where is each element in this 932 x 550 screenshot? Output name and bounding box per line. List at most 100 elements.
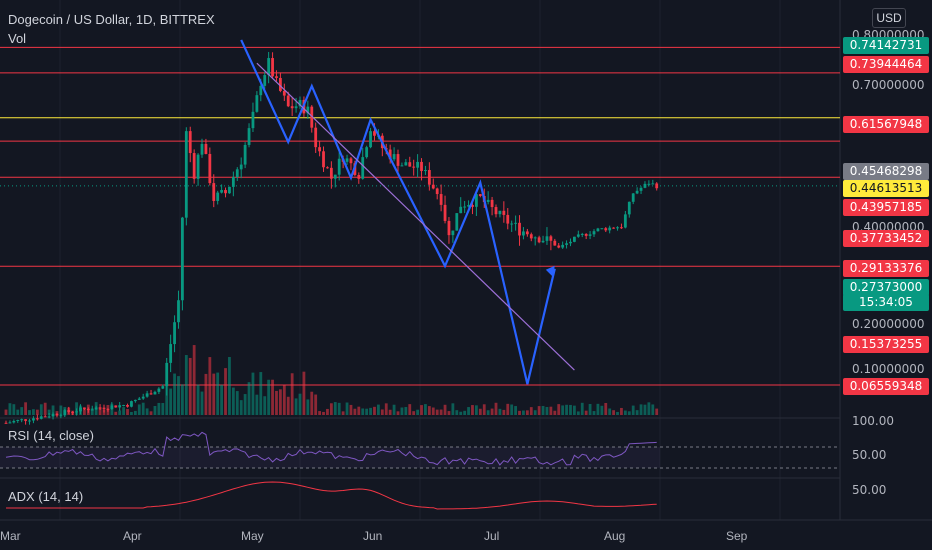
candle-body	[435, 188, 439, 195]
candle-body	[282, 90, 286, 96]
volume-bar	[396, 411, 400, 415]
volume-bar	[537, 406, 541, 415]
volume-bar	[16, 409, 20, 415]
volume-bar	[173, 373, 176, 415]
candle-body	[290, 106, 294, 109]
candle-body	[255, 95, 259, 112]
adx-label: ADX (14, 14)	[8, 489, 84, 504]
candle-body	[455, 213, 459, 231]
volume-bar	[506, 403, 510, 415]
candle-body	[463, 206, 467, 208]
volume-bar	[255, 394, 259, 415]
volume-bar	[604, 402, 608, 415]
volume-bar	[294, 398, 298, 415]
volume-bar	[153, 405, 157, 415]
volume-bar	[478, 408, 482, 415]
candle-body	[231, 176, 235, 187]
volume-bar	[184, 355, 188, 415]
candle-body	[557, 245, 561, 248]
price-tick: 0.10000000	[852, 362, 925, 376]
volume-bar	[24, 402, 27, 415]
candle-body	[216, 192, 220, 201]
candle-body	[114, 405, 118, 408]
volume-bar	[263, 396, 267, 415]
volume-bar	[39, 404, 43, 415]
volume-bar	[525, 410, 529, 415]
volume-bar	[494, 402, 498, 415]
volume-bar	[204, 373, 208, 415]
volume-bar	[514, 406, 517, 415]
price-label-yellow: 0.44613513	[843, 180, 929, 197]
candle-body	[459, 206, 463, 214]
x-tick: Mar	[0, 529, 21, 543]
volume-bar	[400, 407, 404, 415]
volume-bar	[639, 404, 643, 415]
candle-body	[357, 174, 361, 179]
candle-body	[612, 227, 615, 229]
candle-body	[28, 420, 31, 422]
volume-bar	[608, 408, 612, 415]
volume-bar	[553, 410, 557, 415]
candle-body	[188, 131, 192, 154]
candle-body	[279, 77, 282, 91]
candle-body	[580, 233, 584, 235]
volume-bar	[251, 372, 255, 415]
candle-body	[235, 169, 239, 177]
candle-body	[404, 162, 408, 166]
volume-bar	[416, 409, 419, 415]
volume-bar	[384, 403, 388, 415]
volume-bar	[75, 402, 78, 415]
candle-body	[596, 228, 600, 232]
volume-bar	[447, 411, 451, 415]
volume-bar	[90, 408, 94, 415]
candle-body	[525, 231, 529, 235]
volume-bar	[424, 404, 427, 415]
volume-bar	[349, 404, 353, 415]
candle-body	[447, 220, 451, 236]
candle-body	[322, 151, 325, 168]
volume-bar	[573, 405, 576, 415]
candle-body	[126, 405, 129, 407]
candle-body	[294, 106, 298, 109]
volume-bar	[298, 393, 302, 415]
volume-bar	[471, 405, 474, 415]
candle-body	[149, 393, 153, 395]
volume-bar	[279, 389, 282, 415]
volume-bar	[518, 410, 521, 415]
volume-bar	[326, 408, 329, 415]
candle-body	[396, 154, 400, 166]
volume-bar	[337, 402, 341, 415]
volume-bar	[467, 407, 470, 415]
volume-bar	[341, 411, 345, 415]
volume-bar	[463, 410, 467, 415]
candle-body	[439, 194, 443, 205]
volume-bar	[388, 409, 392, 415]
candle-body	[361, 157, 365, 179]
candle-body	[576, 234, 580, 237]
candle-body	[349, 158, 353, 164]
volume-bar	[561, 405, 565, 415]
candle-body	[298, 99, 302, 107]
volume-label: Vol	[8, 31, 27, 46]
volume-bar	[627, 411, 631, 415]
volume-bar	[114, 411, 118, 415]
volume-bar	[431, 407, 435, 415]
price-label-level-5: 0.29133376	[843, 260, 929, 277]
volume-bar	[161, 403, 165, 415]
candle-body	[427, 169, 431, 185]
candle-body	[635, 190, 639, 194]
volume-bar	[498, 408, 502, 415]
price-label-level-6: 0.15373255	[843, 336, 929, 353]
candle-body	[173, 322, 176, 345]
candle-body	[569, 241, 572, 244]
candle-body	[43, 416, 47, 418]
currency-button[interactable]: USD	[872, 8, 906, 28]
volume-bar	[482, 404, 486, 415]
rsi-band	[0, 447, 660, 468]
candle-body	[627, 201, 631, 215]
volume-bar	[4, 409, 8, 415]
candle-body	[271, 58, 274, 77]
countdown-label: 15:34:05	[843, 294, 929, 311]
candle-body	[400, 165, 404, 167]
